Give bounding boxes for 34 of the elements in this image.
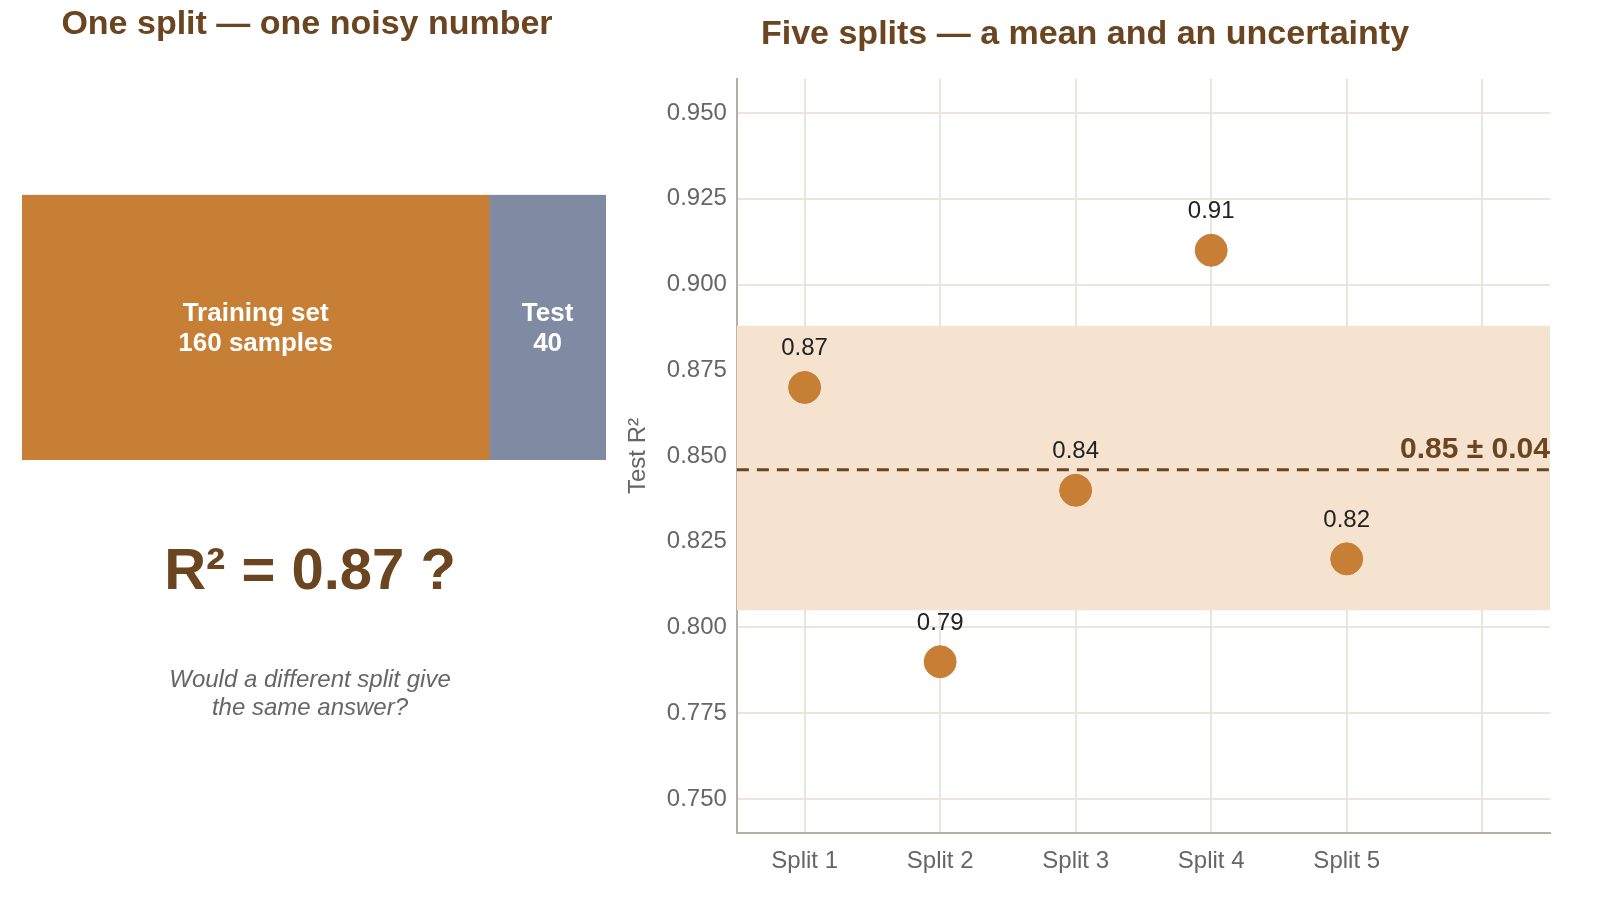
y-tick-label: 0.825: [666, 526, 727, 554]
x-tick-label: Split 2: [906, 846, 974, 874]
point: [788, 370, 822, 404]
text: Would a different split give the same answer?: [168, 665, 452, 721]
y-axis-title: Test R²: [623, 417, 651, 495]
y-tick-label: 0.925: [666, 183, 727, 211]
data-label: 0.84: [1052, 436, 1100, 464]
data-label: 0.87: [781, 333, 828, 361]
y-tick-label: 0.850: [666, 440, 727, 468]
x-tick-label: Split 1: [771, 846, 838, 874]
y-tick-label: 0.750: [666, 783, 727, 811]
chart-title: One split — one noisy number: [61, 2, 553, 41]
point: [923, 645, 957, 679]
data-label: 40: [533, 327, 563, 358]
y-tick-label: 0.950: [666, 97, 727, 125]
point: [1194, 233, 1228, 267]
data-label: 160 samples: [178, 327, 333, 358]
y-tick-label: 0.875: [666, 354, 727, 382]
ref-line-label: 0.85 ± 0.04: [1400, 430, 1551, 464]
y-tick-label: 0.900: [666, 269, 727, 297]
series-label: Training set: [182, 297, 329, 328]
y-tick-label: 0.800: [666, 612, 727, 640]
x-tick-label: Split 4: [1177, 846, 1245, 874]
data-label: 0.82: [1323, 504, 1371, 532]
series-label: Test: [521, 297, 574, 328]
x-tick-label: Split 3: [1042, 846, 1110, 874]
data-label: 0.79: [916, 607, 964, 635]
point: [1330, 542, 1364, 576]
data-label: 0.91: [1187, 196, 1235, 224]
chart-title: Five splits — a mean and an uncertainty: [760, 12, 1410, 51]
x-tick-label: Split 5: [1313, 846, 1381, 874]
text: R² = 0.87 ?: [163, 535, 457, 602]
y-tick-label: 0.775: [666, 697, 727, 725]
point: [1059, 473, 1093, 507]
